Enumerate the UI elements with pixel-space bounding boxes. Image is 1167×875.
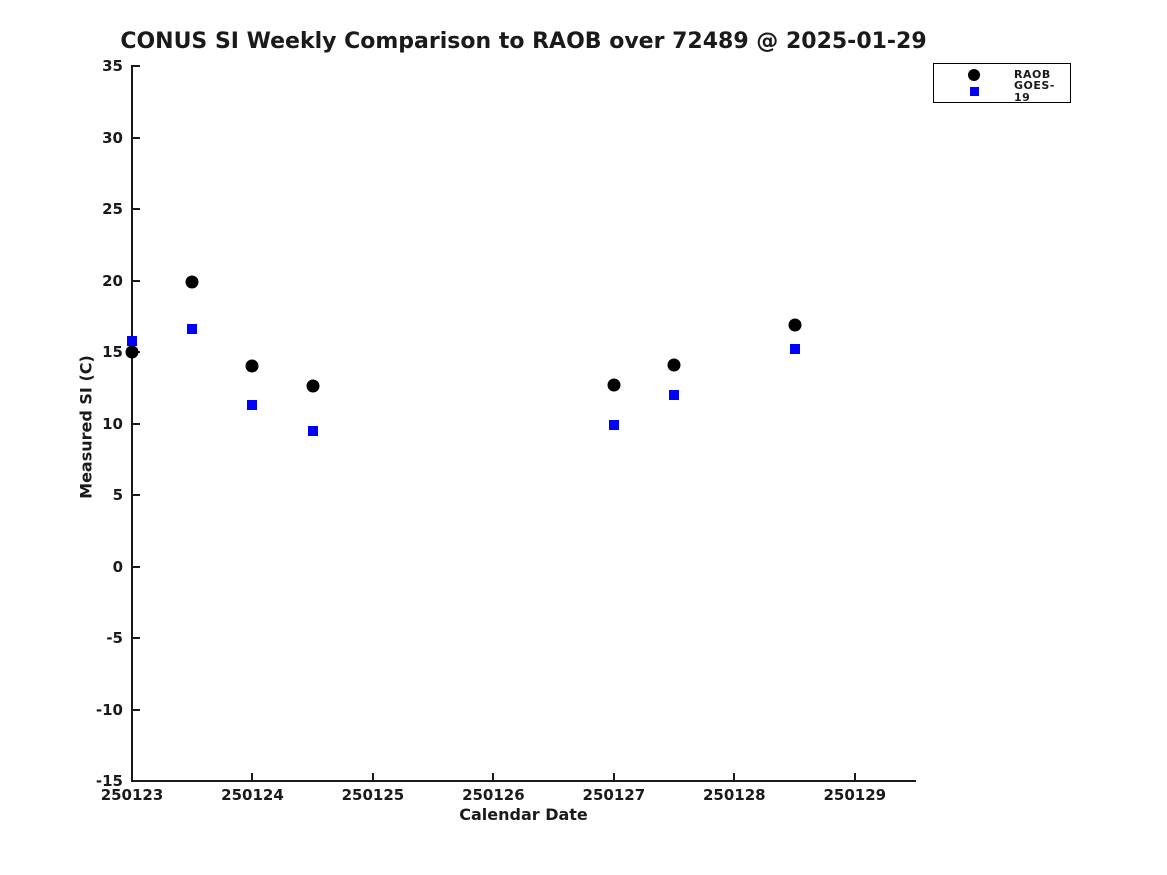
raob-circle-marker-icon (968, 68, 980, 81)
goes-19-marker-cell (934, 87, 1014, 96)
x-tick-mark (131, 773, 133, 780)
y-tick-label: 35 (102, 57, 123, 75)
data-point-goes-19 (608, 419, 619, 430)
y-tick-label: 5 (112, 486, 123, 504)
x-tick-mark (733, 773, 736, 780)
y-tick-mark (133, 208, 140, 210)
data-point-goes-19 (247, 399, 258, 410)
y-tick-label: 15 (102, 343, 123, 361)
data-point-raob (788, 318, 802, 332)
legend-label-raob: RAOB (1014, 67, 1051, 81)
chart-title: CONUS SI Weekly Comparison to RAOB over … (120, 29, 927, 54)
x-tick-label: 250126 (462, 786, 525, 804)
x-tick-mark (612, 773, 615, 780)
data-point-goes-19 (127, 335, 137, 346)
y-tick-label: 25 (102, 200, 123, 218)
data-point-raob (306, 379, 320, 393)
y-tick-mark (133, 565, 140, 568)
y-tick-label: 10 (102, 414, 123, 433)
y-tick-label: -15 (95, 772, 123, 790)
y-tick-mark (133, 708, 140, 711)
y-tick-mark (133, 637, 140, 639)
legend-item-raob: RAOB (934, 66, 1070, 83)
data-point-goes-19 (307, 425, 318, 436)
data-point-goes-19 (669, 389, 680, 400)
y-tick-label: -10 (95, 700, 123, 719)
data-point-goes-19 (187, 324, 198, 335)
x-tick-label: 250124 (221, 786, 284, 804)
x-tick-mark (492, 773, 495, 780)
x-axis-title: Calendar Date (459, 805, 588, 824)
data-point-raob (185, 275, 199, 289)
y-tick-label: 30 (102, 128, 123, 147)
x-tick-mark (371, 773, 374, 780)
data-point-raob (607, 378, 621, 392)
y-axis-line (131, 65, 133, 782)
x-tick-mark (853, 773, 856, 780)
y-tick-mark (133, 780, 140, 782)
x-tick-label: 250125 (341, 786, 405, 804)
legend-item-goes-19: GOES-19 (934, 79, 1070, 103)
data-point-goes-19 (789, 344, 800, 355)
y-tick-mark (133, 279, 140, 282)
x-tick-label: 250129 (823, 786, 887, 804)
legend-label-goes-19: GOES-19 (1014, 78, 1055, 104)
x-axis-line (131, 780, 916, 782)
data-point-raob (125, 345, 139, 359)
x-tick-label: 250127 (582, 786, 646, 804)
x-tick-label: 250123 (100, 786, 164, 804)
x-tick-label: 250128 (702, 786, 766, 804)
y-tick-mark (133, 65, 140, 67)
y-tick-mark (133, 422, 140, 425)
data-point-raob (667, 358, 681, 372)
raob-marker-cell (934, 68, 1014, 81)
y-tick-label: -5 (106, 629, 123, 647)
y-axis-title: Measured SI (C) (76, 355, 96, 499)
y-tick-label: 0 (112, 557, 123, 576)
legend: RAOB GOES-19 (933, 63, 1071, 103)
data-point-raob (245, 359, 259, 373)
y-tick-label: 20 (102, 271, 123, 290)
y-tick-mark (133, 136, 140, 139)
goes-19-square-marker-icon (969, 87, 979, 96)
x-tick-mark (251, 773, 254, 780)
y-tick-mark (133, 494, 140, 496)
